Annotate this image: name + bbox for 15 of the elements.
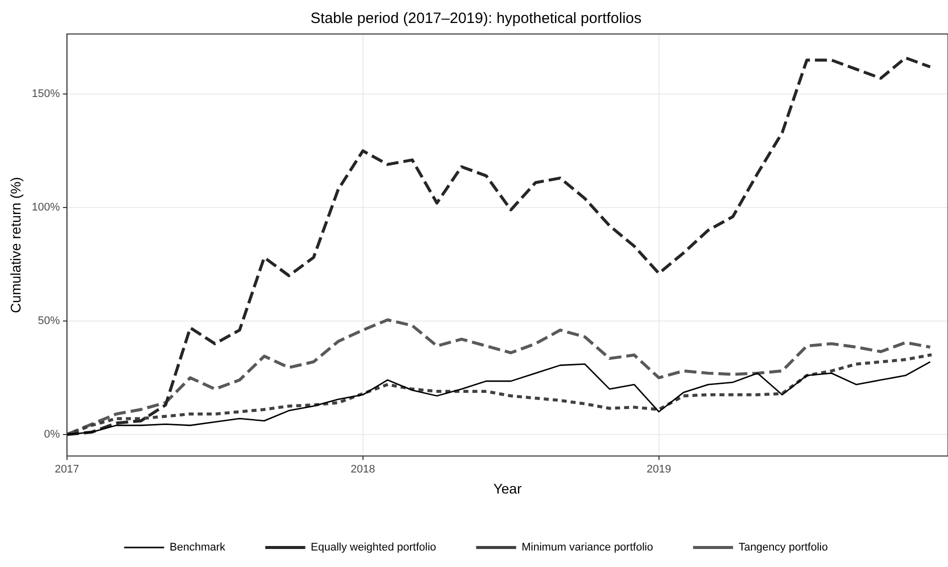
legend-label: Equally weighted portfolio [310, 542, 436, 554]
chart-title: Stable period (2017–2019): hypothetical portfolios [310, 10, 642, 28]
x-tick-label: 2017 [54, 464, 80, 476]
y-tick-label: 50% [38, 315, 60, 328]
x-tick-label: 2019 [646, 464, 672, 476]
legend-label: Minimum variance portfolio [522, 542, 654, 554]
y-tick-label: 100% [32, 202, 60, 214]
x-tick-label: 2018 [350, 464, 376, 476]
x-axis-title: Year [493, 480, 522, 496]
legend-label: Tangency portfolio [738, 542, 828, 554]
y-tick-label: 0% [44, 428, 60, 440]
legend-label: Benchmark [170, 542, 226, 554]
line-series [66, 56, 932, 436]
y-axis-title: Cumulative return (%) [7, 176, 24, 314]
y-tick-label: 150% [32, 88, 60, 100]
